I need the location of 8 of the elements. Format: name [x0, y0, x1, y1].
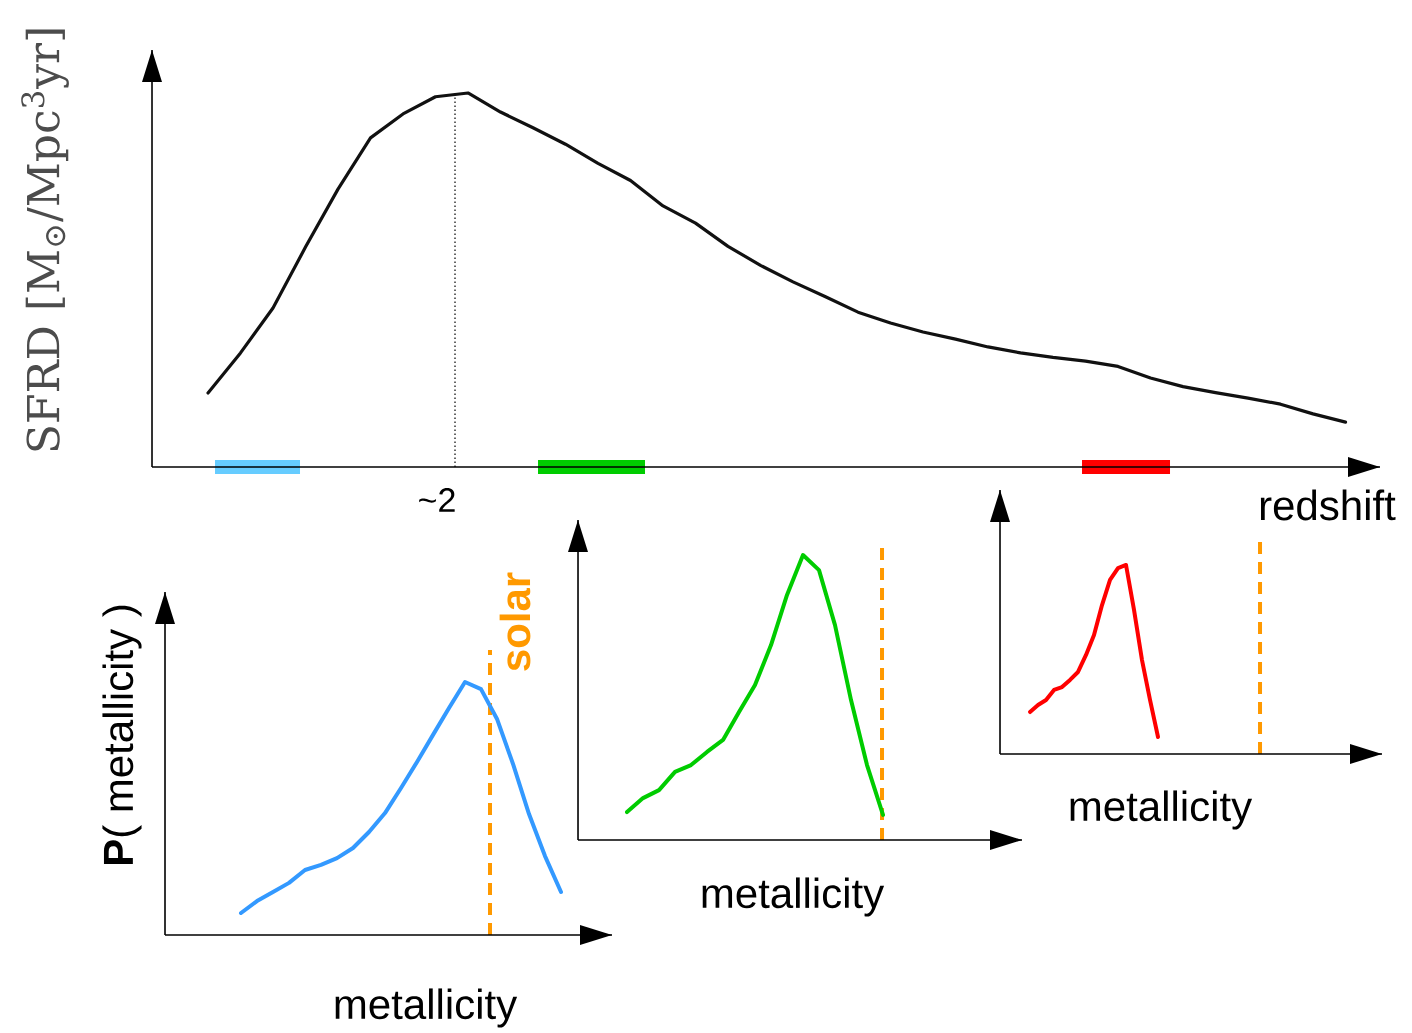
y-axis-title: P( metallicity ): [102, 605, 142, 865]
x-axis-title: metallicity: [335, 988, 518, 1028]
x-axis-title: metallicity: [1070, 790, 1253, 830]
x-axis-title: redshift: [1260, 489, 1396, 521]
y-axis-title: SFRD [M$_{⊙}$/Mpc$^{3}$yr]: [21, 29, 69, 451]
x-axis-title: metallicity: [702, 877, 885, 917]
text: ~2: [419, 488, 455, 512]
text: solar: [499, 572, 531, 671]
